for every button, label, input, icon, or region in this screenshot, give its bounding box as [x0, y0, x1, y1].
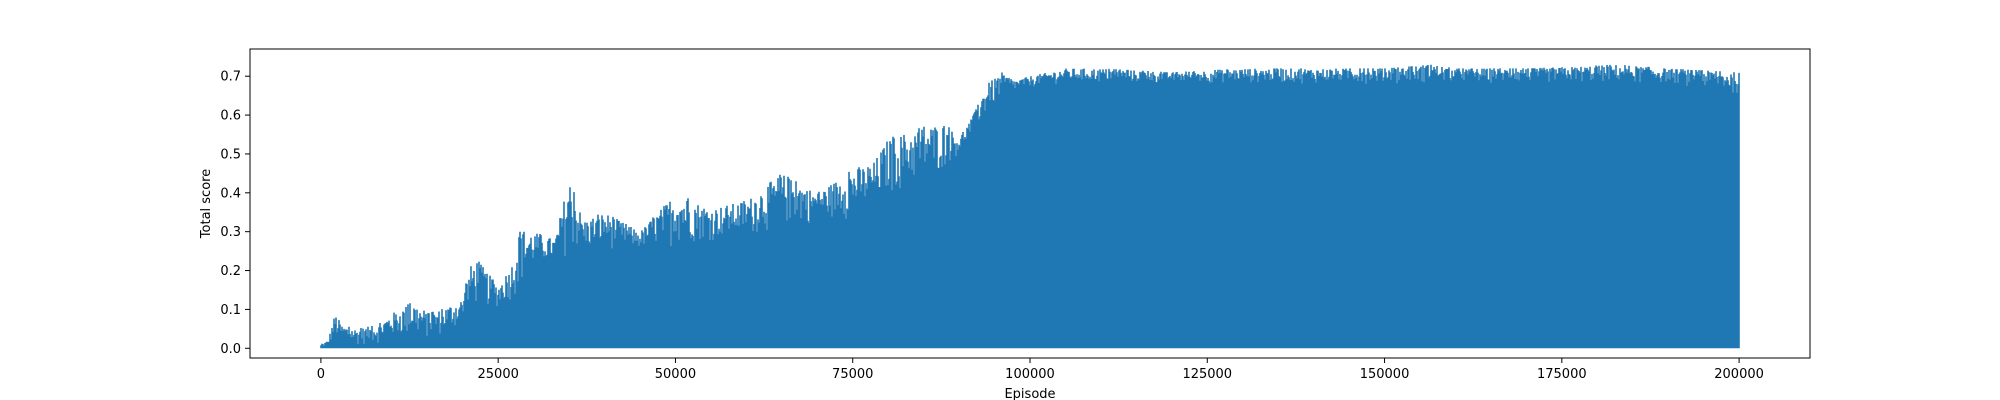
series-line: [320, 64, 1740, 349]
x-tick-label: 25000: [478, 367, 519, 382]
y-axis: 0.0 0.1 0.2 0.3 0.4 0.5 0.6 0.7: [220, 70, 250, 357]
y-tick-label: 0.7: [220, 70, 241, 85]
x-tick-label: 150000: [1360, 367, 1410, 382]
y-tick-label: 0.4: [220, 186, 241, 201]
x-tick-label: 100000: [1005, 367, 1055, 382]
x-axis-label: Episode: [1004, 387, 1055, 400]
y-tick-label: 0.6: [220, 109, 241, 124]
x-tick-label: 0: [317, 367, 325, 382]
y-tick-label: 0.1: [220, 303, 241, 318]
x-axis: 0 25000 50000 75000 100000 125000 150000 175000…: [317, 358, 1764, 382]
x-tick-label: 75000: [832, 367, 873, 382]
x-tick-label: 125000: [1182, 367, 1232, 382]
y-tick-label: 0.5: [220, 147, 241, 162]
y-tick-label: 0.0: [220, 342, 241, 357]
x-tick-label: 175000: [1537, 367, 1587, 382]
x-tick-label: 200000: [1714, 367, 1764, 382]
y-tick-label: 0.2: [220, 264, 241, 279]
y-axis-label: Total score: [199, 169, 214, 239]
x-tick-label: 50000: [655, 367, 696, 382]
series-area: [320, 64, 1740, 349]
y-tick-label: 0.3: [220, 225, 241, 240]
